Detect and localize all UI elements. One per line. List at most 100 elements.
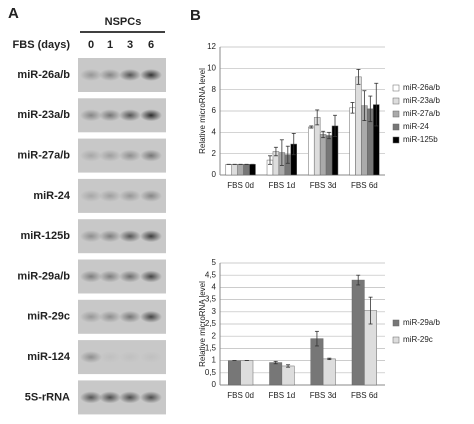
legend-label: miR-29a/b — [403, 318, 440, 327]
blot-band — [119, 189, 141, 202]
blot-band — [80, 310, 102, 323]
error-bar — [286, 364, 291, 368]
blot-band — [99, 310, 121, 323]
y-tick-label: 6 — [212, 106, 217, 115]
blot-band — [99, 391, 121, 404]
error-bar — [273, 360, 278, 365]
blot-band — [99, 189, 121, 202]
y-tick-label: 4 — [212, 283, 217, 292]
y-tick-label: 0 — [212, 170, 217, 179]
x-tick-label: FBS 1d — [269, 181, 296, 190]
blot-band — [119, 270, 141, 283]
blot-row-label: miR-23a/b — [17, 109, 70, 121]
blot-band — [80, 391, 102, 404]
error-bar — [321, 130, 326, 139]
bar — [269, 362, 283, 386]
blot-band — [140, 109, 162, 122]
blot-band — [80, 230, 102, 243]
error-bar — [368, 296, 373, 325]
blot-band — [140, 230, 162, 243]
legend-swatch — [392, 319, 400, 327]
blot-band — [119, 149, 141, 162]
blot-band — [119, 391, 141, 404]
bar — [228, 360, 241, 386]
error-bar — [314, 330, 319, 347]
error-bar — [327, 357, 332, 361]
bar — [325, 135, 333, 176]
y-tick-label: 0 — [212, 380, 217, 389]
legend-label: miR-125b — [403, 135, 438, 144]
y-tick-label: 3 — [212, 307, 217, 316]
blot-band — [140, 391, 162, 404]
bar — [322, 358, 336, 386]
x-tick-label: FBS 0d — [227, 391, 254, 400]
y-tick-label: 12 — [207, 42, 216, 51]
x-tick-label: FBS 6d — [351, 391, 378, 400]
blot-row-label: miR-27a/b — [17, 150, 70, 162]
bar — [231, 164, 238, 176]
y-tick-label: 4,5 — [205, 270, 217, 279]
x-tick-label: FBS 3d — [310, 181, 337, 190]
blot-band — [119, 69, 141, 81]
y-tick-label: 1 — [212, 356, 217, 365]
legend-label: miR-26a/b — [403, 83, 440, 92]
error-bar — [356, 274, 361, 286]
timepoint-label: 6 — [148, 39, 154, 51]
panel-label: B — [190, 7, 201, 24]
legend-swatch — [392, 110, 400, 118]
error-bar — [315, 109, 320, 126]
y-tick-label: 3,5 — [205, 295, 217, 304]
error-bar — [291, 132, 296, 156]
legend-swatch — [392, 336, 400, 344]
y-tick-label: 10 — [207, 63, 216, 72]
blot-row-label: miR-29a/b — [17, 270, 70, 282]
blot-band — [99, 109, 121, 122]
error-bar — [350, 102, 355, 114]
legend-swatch — [392, 97, 400, 105]
blot-band — [140, 149, 162, 162]
bar — [308, 126, 315, 176]
bar — [313, 117, 321, 176]
error-bar — [267, 155, 272, 165]
timepoint-label: 0 — [88, 39, 94, 51]
blot-band — [80, 351, 102, 364]
bar — [240, 360, 254, 386]
condition-label: FBS (days) — [13, 39, 71, 51]
blot-band — [140, 310, 162, 323]
error-bar — [368, 95, 373, 123]
y-tick-label: 1,5 — [205, 344, 217, 353]
bar — [355, 76, 362, 176]
legend-label: miR-27a/b — [403, 109, 440, 118]
y-tick-label: 0,5 — [205, 368, 217, 377]
blot-band — [80, 189, 102, 202]
x-tick-label: FBS 3d — [310, 391, 337, 400]
blot-row-label: miR-29c — [27, 311, 70, 323]
legend-swatch — [392, 123, 400, 131]
bar — [281, 365, 295, 386]
y-tick-label: 2,5 — [205, 319, 217, 328]
error-bar — [356, 69, 361, 85]
blot-band — [99, 230, 121, 243]
legend-swatch — [392, 136, 400, 144]
blot-band — [140, 189, 162, 202]
y-tick-label: 8 — [212, 85, 217, 94]
blot-band — [119, 351, 141, 364]
blot-band — [140, 270, 162, 283]
group-label: NSPCs — [105, 16, 142, 28]
y-axis-label: Relative microRNA level — [198, 281, 207, 367]
bar — [351, 279, 365, 386]
blot-band — [80, 270, 102, 283]
blot-band — [140, 351, 162, 364]
x-tick-label: FBS 0d — [227, 181, 254, 190]
blot-band — [119, 310, 141, 323]
timepoint-label: 3 — [127, 39, 133, 51]
error-bar — [362, 90, 367, 121]
blot-band — [80, 69, 102, 81]
x-tick-label: FBS 1d — [269, 391, 296, 400]
legend-label: miR-24 — [403, 122, 429, 131]
bar — [237, 164, 244, 176]
bar — [249, 164, 256, 176]
legend-swatch — [392, 84, 400, 92]
